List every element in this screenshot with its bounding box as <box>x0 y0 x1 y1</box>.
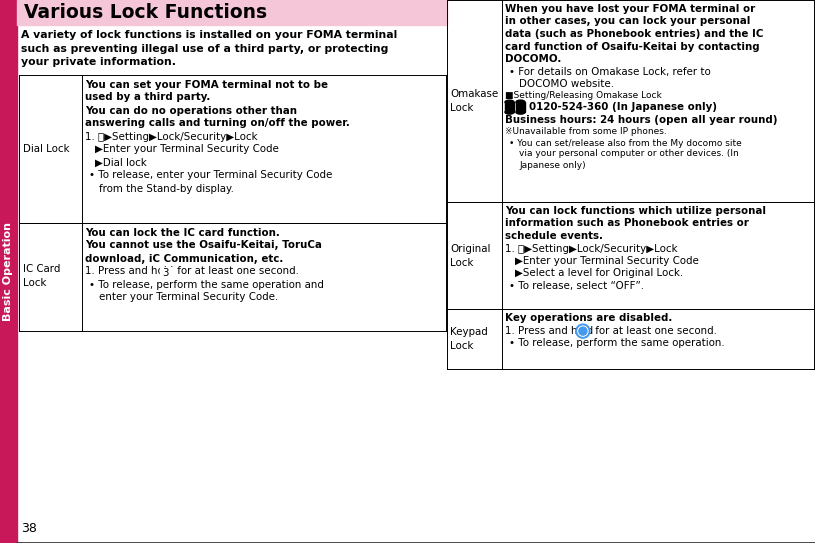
Text: from the Stand-by display.: from the Stand-by display. <box>99 184 234 193</box>
Text: in other cases, you can lock your personal: in other cases, you can lock your person… <box>505 16 751 27</box>
Text: Omakase
Lock: Omakase Lock <box>450 89 498 113</box>
Ellipse shape <box>505 100 514 104</box>
Text: ▶Select a level for Original Lock.: ▶Select a level for Original Lock. <box>515 268 683 279</box>
Text: ※Unavailable from some IP phones.: ※Unavailable from some IP phones. <box>505 128 667 136</box>
Text: 3: 3 <box>162 268 169 278</box>
Text: data (such as Phonebook entries) and the IC: data (such as Phonebook entries) and the… <box>505 29 764 39</box>
Text: 1. Ⓜ▶Setting▶Lock/Security▶Lock: 1. Ⓜ▶Setting▶Lock/Security▶Lock <box>85 131 258 142</box>
Text: When you have lost your FOMA terminal or: When you have lost your FOMA terminal or <box>505 4 756 14</box>
Text: ▶Enter your Terminal Security Code: ▶Enter your Terminal Security Code <box>515 256 699 266</box>
Text: 0120-524-360 (In Japanese only): 0120-524-360 (In Japanese only) <box>529 103 717 112</box>
Text: download, iC Communication, etc.: download, iC Communication, etc. <box>85 254 284 263</box>
Text: 1. Ⓜ▶Setting▶Lock/Security▶Lock: 1. Ⓜ▶Setting▶Lock/Security▶Lock <box>505 243 677 254</box>
Text: enter your Terminal Security Code.: enter your Terminal Security Code. <box>99 293 278 302</box>
Text: You can lock functions which utilize personal: You can lock functions which utilize per… <box>505 206 766 216</box>
Text: • For details on Omakase Lock, refer to: • For details on Omakase Lock, refer to <box>509 66 711 77</box>
Text: Dial Lock: Dial Lock <box>23 143 69 154</box>
Bar <box>160 267 172 279</box>
Bar <box>17 0 447 25</box>
Text: Japanese only): Japanese only) <box>519 161 586 169</box>
Text: Business hours: 24 hours (open all year round): Business hours: 24 hours (open all year … <box>505 115 778 125</box>
Text: • To release, perform the same operation.: • To release, perform the same operation… <box>509 338 725 348</box>
Text: Various Lock Functions: Various Lock Functions <box>24 3 267 22</box>
Bar <box>0 0 17 543</box>
Text: • To release, select “OFF”.: • To release, select “OFF”. <box>509 281 644 291</box>
Text: 1. Press and hold: 1. Press and hold <box>85 267 176 276</box>
Text: for at least one second.: for at least one second. <box>174 267 298 276</box>
Circle shape <box>576 324 590 338</box>
Text: You can set your FOMA terminal not to be: You can set your FOMA terminal not to be <box>85 79 328 90</box>
Text: A variety of lock functions is installed on your FOMA terminal: A variety of lock functions is installed… <box>21 30 397 40</box>
Text: such as preventing illegal use of a third party, or protecting: such as preventing illegal use of a thir… <box>21 43 389 54</box>
Text: information such as Phonebook entries or: information such as Phonebook entries or <box>505 218 749 229</box>
Text: • You can set/release also from the My docomo site: • You can set/release also from the My d… <box>509 138 742 148</box>
Text: your private information.: your private information. <box>21 57 176 67</box>
Ellipse shape <box>516 100 525 104</box>
Text: ▶Dial lock: ▶Dial lock <box>95 157 147 167</box>
Circle shape <box>578 326 588 336</box>
Text: answering calls and turning on/off the power.: answering calls and turning on/off the p… <box>85 118 350 129</box>
Text: used by a third party.: used by a third party. <box>85 92 210 103</box>
Text: You can do no operations other than: You can do no operations other than <box>85 105 297 116</box>
Circle shape <box>579 327 587 335</box>
Text: IC Card
Lock: IC Card Lock <box>23 264 60 288</box>
Text: 38: 38 <box>21 522 37 535</box>
Ellipse shape <box>505 110 514 114</box>
Text: Key operations are disabled.: Key operations are disabled. <box>505 313 672 323</box>
Text: for at least one second.: for at least one second. <box>592 325 716 336</box>
Text: Basic Operation: Basic Operation <box>3 222 14 321</box>
Ellipse shape <box>516 110 525 114</box>
Text: Original
Lock: Original Lock <box>450 243 491 268</box>
Text: card function of Osaifu-Keitai by contacting: card function of Osaifu-Keitai by contac… <box>505 41 760 52</box>
Text: You can lock the IC card function.: You can lock the IC card function. <box>85 228 280 237</box>
Bar <box>516 102 525 112</box>
Text: You cannot use the Osaifu-Keitai, ToruCa: You cannot use the Osaifu-Keitai, ToruCa <box>85 241 322 250</box>
Text: 1. Press and hold: 1. Press and hold <box>505 325 597 336</box>
Text: DOCOMO website.: DOCOMO website. <box>519 79 614 89</box>
Text: • To release, enter your Terminal Security Code: • To release, enter your Terminal Securi… <box>89 171 333 180</box>
Text: via your personal computer or other devices. (In: via your personal computer or other devi… <box>519 149 738 159</box>
Text: schedule events.: schedule events. <box>505 231 603 241</box>
Text: • To release, perform the same operation and: • To release, perform the same operation… <box>89 280 324 289</box>
Text: ▶Enter your Terminal Security Code: ▶Enter your Terminal Security Code <box>95 144 279 155</box>
Text: ■Setting/Releasing Omakase Lock: ■Setting/Releasing Omakase Lock <box>505 92 662 100</box>
Text: DOCOMO.: DOCOMO. <box>505 54 562 64</box>
Text: Keypad
Lock: Keypad Lock <box>450 327 487 351</box>
Bar <box>505 102 514 112</box>
